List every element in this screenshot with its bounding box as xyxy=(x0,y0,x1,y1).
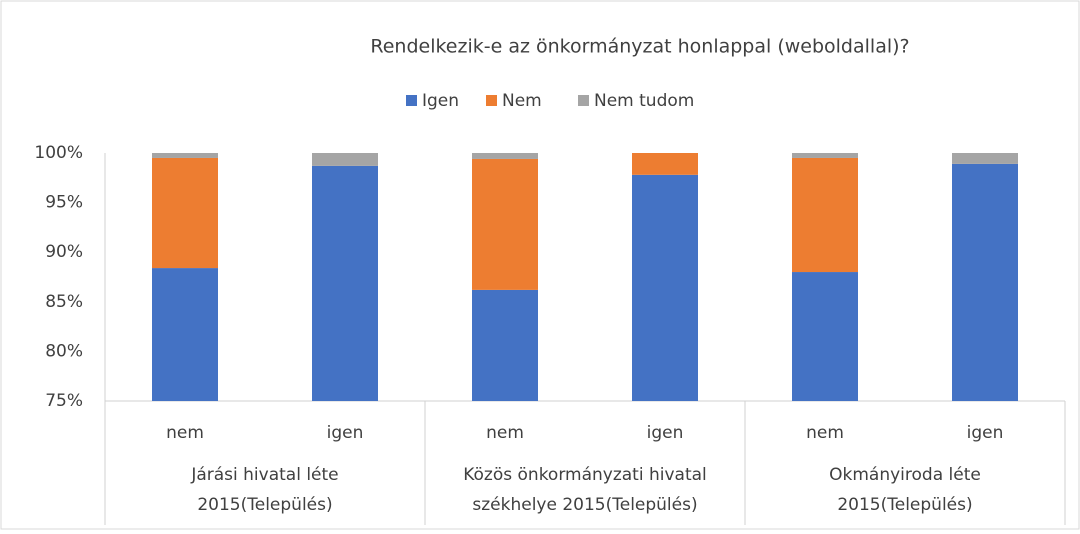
y-tick-label: 100% xyxy=(34,143,83,163)
y-tick-label: 95% xyxy=(45,193,83,213)
bar-segment xyxy=(632,153,698,175)
bar-segment xyxy=(472,158,538,290)
bar-segment xyxy=(952,163,1018,401)
group-label: Járási hivatal léte xyxy=(190,465,338,485)
group-label: Közös önkormányzati hivatal xyxy=(463,465,707,485)
bar-segment xyxy=(152,153,218,158)
x-tick-label: igen xyxy=(967,423,1004,443)
bar-segment xyxy=(152,268,218,401)
y-tick-label: 90% xyxy=(45,242,83,262)
group-label: Okmányiroda léte xyxy=(829,465,981,485)
bar-segment xyxy=(632,174,698,401)
group-label: székhelye 2015(Település) xyxy=(472,495,697,515)
x-tick-label: igen xyxy=(327,423,364,443)
bar-segment xyxy=(792,272,858,401)
bar-segment xyxy=(472,153,538,159)
legend-label: Nem xyxy=(502,91,542,111)
chart-title: Rendelkezik-e az önkormányzat honlappal … xyxy=(370,36,909,58)
group-label: 2015(Település) xyxy=(197,495,332,515)
bar-segment xyxy=(792,153,858,158)
group-label: 2015(Település) xyxy=(837,495,972,515)
bar-segment xyxy=(472,289,538,401)
legend-label: Nem tudom xyxy=(594,91,694,111)
legend-swatch xyxy=(486,95,497,106)
y-tick-label: 85% xyxy=(45,292,83,312)
legend-label: Igen xyxy=(422,91,459,111)
y-tick-label: 75% xyxy=(45,391,83,411)
x-tick-label: nem xyxy=(486,423,524,443)
bar-segment xyxy=(312,165,378,401)
legend-swatch xyxy=(578,95,589,106)
bar-segment xyxy=(152,157,218,269)
bar-segment xyxy=(312,153,378,166)
legend-swatch xyxy=(406,95,417,106)
x-tick-label: nem xyxy=(166,423,204,443)
bar-segment xyxy=(952,153,1018,164)
bar-segment xyxy=(792,157,858,273)
y-tick-label: 80% xyxy=(45,341,83,361)
x-tick-label: igen xyxy=(647,423,684,443)
x-tick-label: nem xyxy=(806,423,844,443)
